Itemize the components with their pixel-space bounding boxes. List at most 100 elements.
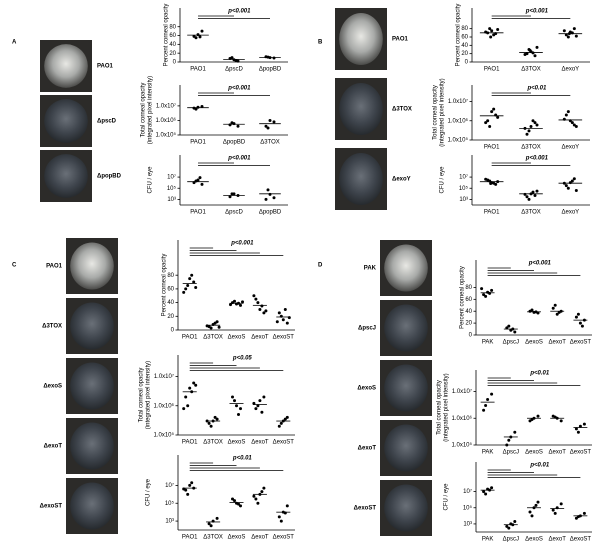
cornea: [339, 152, 383, 206]
eye-label: ΔpscD: [97, 119, 117, 125]
data-point: [192, 381, 196, 385]
data-point: [262, 395, 266, 399]
data-point: [241, 300, 244, 304]
data-point: [572, 177, 576, 181]
x-tick-label: Δ3TOX: [203, 535, 223, 541]
cornea: [70, 242, 114, 290]
data-point: [525, 132, 529, 136]
data-point: [574, 427, 578, 431]
data-point: [529, 125, 533, 129]
y-tick-label: 10⁷: [165, 482, 174, 489]
data-point: [209, 326, 213, 330]
cornea: [384, 364, 428, 412]
y-tick-label: 1.0x10⁶: [154, 402, 175, 409]
data-point: [492, 107, 496, 111]
data-point: [492, 181, 496, 185]
p-value: p<0.01: [232, 456, 253, 462]
data-point: [551, 508, 555, 512]
data-point: [184, 395, 188, 399]
cornea: [339, 82, 383, 136]
x-tick-label: Δ3TOX: [260, 140, 280, 146]
p-value: p<0.001: [525, 9, 549, 15]
data-point: [272, 120, 276, 124]
data-point: [488, 27, 492, 31]
data-point: [188, 277, 192, 281]
data-point: [285, 504, 289, 508]
data-point: [551, 306, 555, 310]
data-point: [490, 486, 494, 490]
cornea: [44, 154, 88, 198]
x-tick-label: ΔexoT: [251, 335, 269, 341]
eye-label: ΔexoY: [392, 177, 411, 183]
data-point: [192, 280, 196, 284]
y-axis-label: (integrated pixel intensity): [146, 361, 152, 429]
data-point: [505, 326, 509, 330]
p-value: p<0.05: [232, 356, 253, 362]
data-point: [230, 192, 234, 196]
data-point: [492, 33, 496, 37]
data-point: [484, 121, 488, 125]
data-point: [186, 283, 190, 287]
x-tick-label: Δ3TOX: [203, 335, 223, 341]
p-value: p<0.001: [227, 9, 251, 15]
data-point: [266, 126, 270, 130]
data-point: [182, 290, 186, 294]
data-point: [530, 514, 534, 518]
data-point: [198, 176, 202, 180]
y-tick-label: 1.0x10⁵: [155, 132, 176, 139]
y-tick-label: 1.0x10⁵: [451, 442, 472, 449]
data-point: [266, 188, 270, 192]
x-tick-label: PAO1: [484, 145, 500, 151]
eye-label: Δ3TOX: [392, 107, 412, 113]
y-tick-label: 1.0x10⁶: [156, 117, 177, 124]
data-point: [229, 303, 232, 307]
x-tick-label: ΔexoY: [561, 210, 579, 216]
y-tick-label: 10³: [463, 521, 472, 527]
data-point: [559, 502, 563, 506]
data-point: [488, 291, 492, 295]
data-point: [234, 59, 238, 63]
cornea: [339, 12, 383, 66]
x-tick-label: PAO1: [484, 210, 500, 216]
data-point: [260, 410, 264, 414]
data-point: [213, 321, 217, 325]
x-tick-label: ΔexoT: [549, 537, 567, 543]
data-point: [239, 407, 242, 411]
p-value: p<0.01: [529, 463, 550, 469]
x-tick-label: ΔexoST: [273, 535, 295, 541]
data-point: [484, 403, 488, 407]
x-tick-label: ΔexoY: [561, 145, 579, 151]
data-point: [534, 503, 538, 507]
data-point: [523, 53, 527, 56]
data-point: [525, 195, 529, 199]
x-tick-label: ΔexoS: [228, 535, 246, 541]
y-tick-label: 10⁷: [167, 174, 176, 181]
eye-label: ΔpopBD: [97, 174, 122, 180]
x-tick-label: PAK: [482, 450, 494, 456]
data-point: [484, 294, 488, 298]
y-axis-label: Percent corneal opacity: [460, 266, 466, 329]
x-tick-label: ΔexoT: [549, 340, 567, 346]
y-tick-label: 60: [169, 33, 176, 39]
data-point: [272, 196, 276, 200]
y-tick-label: 20: [169, 51, 176, 57]
data-point: [574, 34, 578, 38]
p-value: p<0.001: [227, 156, 251, 162]
data-point: [188, 386, 192, 390]
x-tick-label: PAO1: [190, 140, 206, 146]
y-axis-label: Total corneal opacity: [139, 368, 145, 423]
x-tick-label: PAK: [482, 340, 494, 346]
data-point: [570, 121, 574, 125]
data-point: [574, 188, 578, 192]
data-point: [213, 415, 217, 419]
y-tick-label: 0: [465, 60, 469, 66]
data-point: [523, 192, 527, 196]
x-tick-label: ΔpscD: [225, 210, 243, 216]
y-tick-label: 60: [465, 297, 472, 303]
data-point: [272, 56, 276, 60]
data-point: [268, 118, 272, 122]
y-tick-label: 40: [167, 300, 174, 306]
eye-label: ΔexoST: [354, 506, 377, 512]
data-point: [505, 524, 509, 528]
panel-letter: B: [318, 40, 323, 46]
